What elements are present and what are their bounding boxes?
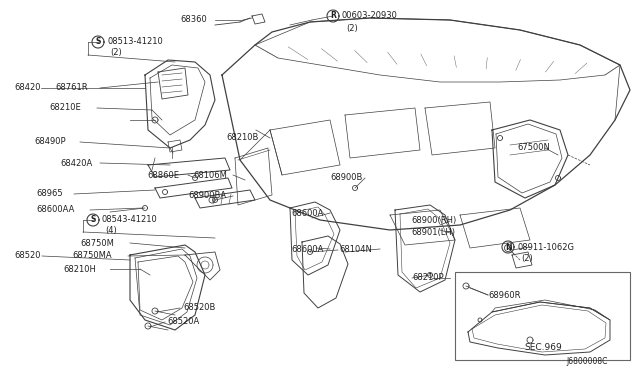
- Text: S: S: [95, 38, 100, 46]
- Text: 68901(LH): 68901(LH): [411, 228, 455, 237]
- Text: 68600A: 68600A: [291, 208, 323, 218]
- Text: 68900(RH): 68900(RH): [411, 217, 456, 225]
- Text: 08911-1062G: 08911-1062G: [517, 243, 574, 251]
- Text: J6800008C: J6800008C: [566, 357, 607, 366]
- Text: 68490P: 68490P: [34, 138, 66, 147]
- Text: 68420: 68420: [14, 83, 40, 93]
- Text: 68900BA: 68900BA: [188, 192, 226, 201]
- Text: (2): (2): [346, 23, 358, 32]
- Text: 68750M: 68750M: [80, 238, 114, 247]
- Text: 68520B: 68520B: [183, 304, 216, 312]
- Text: 68520A: 68520A: [167, 317, 199, 327]
- Text: 68210E: 68210E: [49, 103, 81, 112]
- Text: S: S: [90, 215, 96, 224]
- Text: 68210H: 68210H: [63, 264, 96, 273]
- Text: 68600AA: 68600AA: [36, 205, 74, 215]
- Text: N: N: [505, 243, 511, 251]
- Text: 00603-20930: 00603-20930: [342, 12, 398, 20]
- Text: 68360: 68360: [180, 16, 207, 25]
- Bar: [455, 272, 630, 360]
- Text: 68520: 68520: [14, 251, 40, 260]
- Text: 08513-41210: 08513-41210: [107, 38, 163, 46]
- Text: 68965: 68965: [36, 189, 63, 199]
- Text: (2): (2): [521, 254, 532, 263]
- Text: 68210B: 68210B: [226, 134, 259, 142]
- Text: (2): (2): [110, 48, 122, 58]
- Text: (4): (4): [105, 227, 116, 235]
- Text: 68750MA: 68750MA: [72, 251, 111, 260]
- Text: 68960R: 68960R: [488, 291, 520, 299]
- Text: SEC.969: SEC.969: [524, 343, 562, 352]
- Text: 08543-41210: 08543-41210: [102, 215, 157, 224]
- Text: 68900B: 68900B: [330, 173, 362, 183]
- Text: 68210P: 68210P: [412, 273, 444, 282]
- Text: 68860E: 68860E: [147, 170, 179, 180]
- Text: R: R: [330, 12, 336, 20]
- Text: 68106M: 68106M: [193, 170, 227, 180]
- Text: 68761R: 68761R: [55, 83, 88, 93]
- Text: 67500N: 67500N: [517, 144, 550, 153]
- Text: 68600A: 68600A: [291, 244, 323, 253]
- Text: 68104N: 68104N: [339, 244, 372, 253]
- Text: 68420A: 68420A: [60, 158, 92, 167]
